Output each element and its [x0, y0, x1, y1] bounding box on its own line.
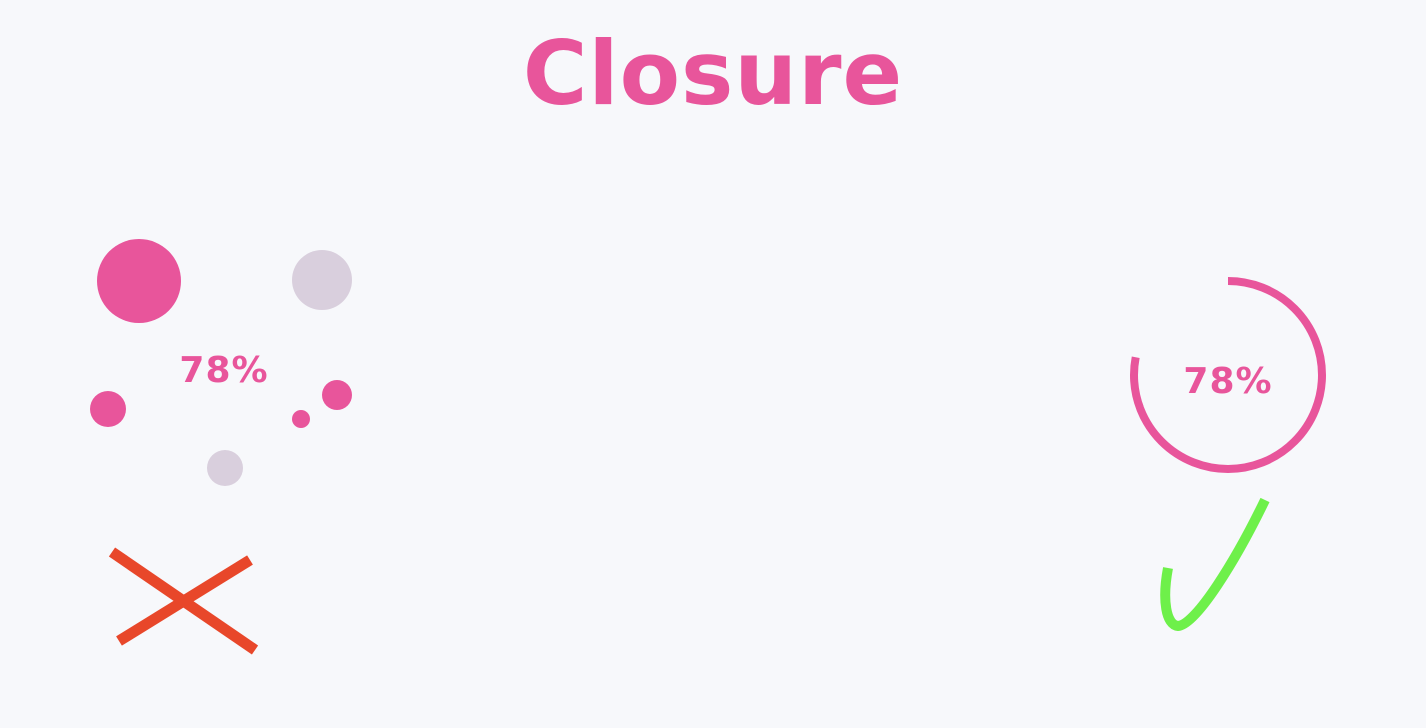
check-icon: [1160, 497, 1270, 631]
slide-title: Closure: [522, 22, 904, 125]
progress-ring-arc: [1130, 277, 1326, 473]
scatter-value-label: 78%: [179, 350, 269, 391]
scatter-dot-small: [292, 410, 310, 428]
scattered-dots-group: [90, 239, 352, 486]
scatter-dot-large: [97, 239, 181, 323]
scatter-dot-muted-top: [292, 250, 352, 310]
progress-ring: [1130, 277, 1326, 473]
scatter-dot-left: [90, 391, 126, 427]
scatter-dot-right: [322, 380, 352, 410]
cross-icon: [108, 547, 259, 655]
scatter-dot-muted-bottom: [207, 450, 243, 486]
ring-value-label: 78%: [1183, 361, 1273, 402]
